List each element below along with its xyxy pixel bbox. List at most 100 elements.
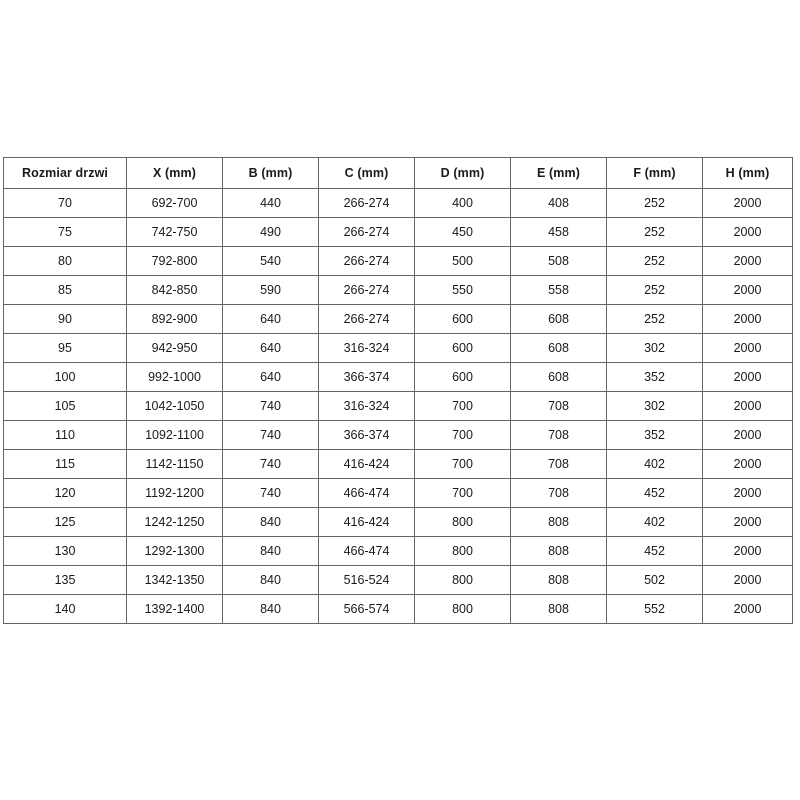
cell-size: 80 (3, 246, 127, 276)
table-row: 85 842-850 590 266-274 550 558 252 2000 (3, 275, 793, 305)
cell-x: 1342-1350 (126, 565, 223, 595)
cell-f: 402 (606, 449, 703, 479)
cell-h: 2000 (702, 420, 793, 450)
cell-c: 416-424 (318, 449, 415, 479)
table-row: 130 1292-1300 840 466-474 800 808 452 2000 (3, 536, 793, 566)
cell-b: 640 (222, 304, 319, 334)
cell-b: 640 (222, 333, 319, 363)
table-row: 140 1392-1400 840 566-574 800 808 552 2000 (3, 594, 793, 624)
cell-size: 120 (3, 478, 127, 508)
cell-f: 302 (606, 391, 703, 421)
cell-f: 252 (606, 304, 703, 334)
cell-c: 466-474 (318, 478, 415, 508)
cell-d: 700 (414, 478, 511, 508)
cell-c: 266-274 (318, 246, 415, 276)
cell-size: 100 (3, 362, 127, 392)
table-row: 90 892-900 640 266-274 600 608 252 2000 (3, 304, 793, 334)
cell-x: 842-850 (126, 275, 223, 305)
cell-size: 90 (3, 304, 127, 334)
cell-e: 558 (510, 275, 607, 305)
cell-c: 316-324 (318, 333, 415, 363)
cell-c: 266-274 (318, 275, 415, 305)
cell-size: 130 (3, 536, 127, 566)
cell-h: 2000 (702, 536, 793, 566)
cell-d: 800 (414, 507, 511, 537)
cell-b: 740 (222, 478, 319, 508)
cell-d: 600 (414, 362, 511, 392)
cell-size: 85 (3, 275, 127, 305)
cell-x: 1092-1100 (126, 420, 223, 450)
cell-e: 708 (510, 391, 607, 421)
column-header-h: H (mm) (702, 157, 793, 189)
cell-d: 600 (414, 333, 511, 363)
cell-d: 550 (414, 275, 511, 305)
dimensions-table-container: Rozmiar drzwi X (mm) B (mm) C (mm) D (mm) E (… (3, 157, 793, 624)
cell-f: 552 (606, 594, 703, 624)
cell-d: 450 (414, 217, 511, 247)
cell-b: 490 (222, 217, 319, 247)
cell-size: 135 (3, 565, 127, 595)
cell-f: 252 (606, 188, 703, 218)
cell-c: 266-274 (318, 188, 415, 218)
cell-d: 700 (414, 420, 511, 450)
table-row: 135 1342-1350 840 516-524 800 808 502 2000 (3, 565, 793, 595)
cell-h: 2000 (702, 565, 793, 595)
cell-f: 352 (606, 420, 703, 450)
cell-x: 1142-1150 (126, 449, 223, 479)
table-row: 100 992-1000 640 366-374 600 608 352 2000 (3, 362, 793, 392)
cell-e: 608 (510, 304, 607, 334)
cell-x: 1042-1050 (126, 391, 223, 421)
cell-c: 266-274 (318, 217, 415, 247)
cell-d: 800 (414, 536, 511, 566)
cell-e: 808 (510, 536, 607, 566)
cell-e: 608 (510, 333, 607, 363)
shower-door-dimensions-table: Rozmiar drzwi X (mm) B (mm) C (mm) D (mm) E (… (3, 157, 793, 624)
cell-e: 408 (510, 188, 607, 218)
cell-c: 366-374 (318, 420, 415, 450)
cell-b: 740 (222, 391, 319, 421)
cell-h: 2000 (702, 304, 793, 334)
table-row: 70 692-700 440 266-274 400 408 252 2000 (3, 188, 793, 218)
cell-e: 458 (510, 217, 607, 247)
cell-h: 2000 (702, 507, 793, 537)
cell-h: 2000 (702, 478, 793, 508)
table-row: 80 792-800 540 266-274 500 508 252 2000 (3, 246, 793, 276)
cell-x: 942-950 (126, 333, 223, 363)
cell-x: 692-700 (126, 188, 223, 218)
cell-f: 252 (606, 275, 703, 305)
cell-e: 808 (510, 507, 607, 537)
cell-b: 840 (222, 565, 319, 595)
table-row: 75 742-750 490 266-274 450 458 252 2000 (3, 217, 793, 247)
cell-size: 70 (3, 188, 127, 218)
cell-d: 800 (414, 594, 511, 624)
cell-c: 516-524 (318, 565, 415, 595)
cell-size: 105 (3, 391, 127, 421)
cell-c: 366-374 (318, 362, 415, 392)
cell-d: 800 (414, 565, 511, 595)
column-header-f: F (mm) (606, 157, 703, 189)
cell-e: 708 (510, 449, 607, 479)
cell-f: 502 (606, 565, 703, 595)
cell-b: 440 (222, 188, 319, 218)
table-row: 95 942-950 640 316-324 600 608 302 2000 (3, 333, 793, 363)
cell-x: 1392-1400 (126, 594, 223, 624)
cell-h: 2000 (702, 246, 793, 276)
cell-h: 2000 (702, 594, 793, 624)
cell-e: 808 (510, 594, 607, 624)
cell-f: 452 (606, 478, 703, 508)
cell-f: 302 (606, 333, 703, 363)
column-header-size: Rozmiar drzwi (3, 157, 127, 189)
cell-b: 740 (222, 449, 319, 479)
column-header-d: D (mm) (414, 157, 511, 189)
cell-size: 140 (3, 594, 127, 624)
cell-h: 2000 (702, 275, 793, 305)
cell-c: 566-574 (318, 594, 415, 624)
cell-size: 75 (3, 217, 127, 247)
table-row: 105 1042-1050 740 316-324 700 708 302 2000 (3, 391, 793, 421)
cell-e: 608 (510, 362, 607, 392)
cell-b: 740 (222, 420, 319, 450)
table-row: 120 1192-1200 740 466-474 700 708 452 2000 (3, 478, 793, 508)
cell-e: 508 (510, 246, 607, 276)
cell-d: 400 (414, 188, 511, 218)
cell-d: 700 (414, 391, 511, 421)
